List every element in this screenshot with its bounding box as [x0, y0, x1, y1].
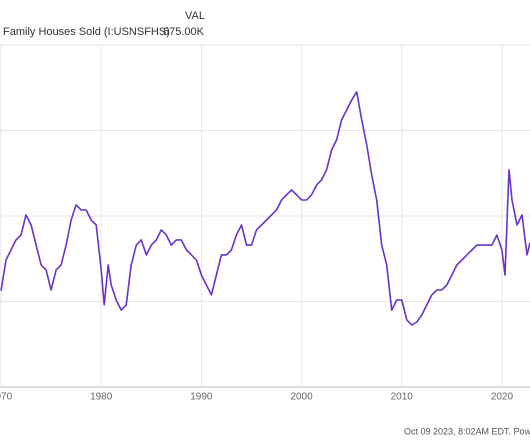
x-tick-label: 2010: [391, 392, 414, 403]
column-header: VAL: [185, 10, 205, 22]
legend-value: 675.00K: [163, 26, 205, 38]
footer: Oct 09 2023, 8:02AM EDT. Powered: [404, 426, 530, 436]
x-tick-label: 2000: [290, 392, 313, 403]
legend-series-name: Family Houses Sold (I:USNSFHS): [3, 26, 170, 38]
x-tick-label: 2020: [491, 392, 514, 403]
x-tick-label: 1980: [90, 392, 113, 403]
x-tick-label: 1970: [0, 392, 13, 403]
x-tick-label: 1990: [190, 392, 213, 403]
data-line: [0, 91, 530, 326]
